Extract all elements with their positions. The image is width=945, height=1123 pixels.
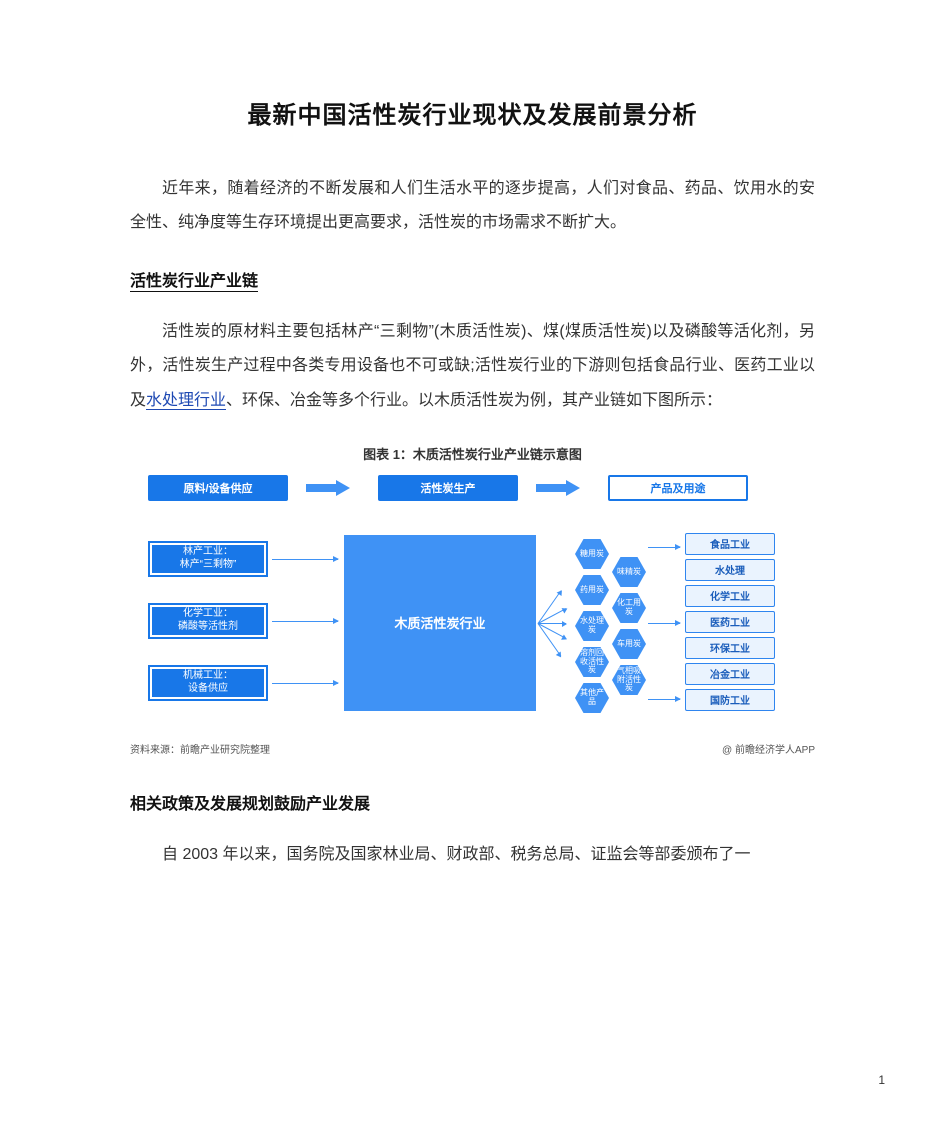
supply-box-chemical: 化学工业： 磷酸等活性剂 xyxy=(148,603,268,639)
diagram-source-row: 资料来源：前瞻产业研究院整理 @ 前瞻经济学人APP xyxy=(130,741,815,756)
hex-car: 车用炭 xyxy=(612,629,646,659)
supply-box-forestry: 林产工业： 林产“三剩物” xyxy=(148,541,268,577)
arrow-icon xyxy=(306,480,352,496)
hex-pharma: 药用炭 xyxy=(575,575,609,605)
diagram-canvas: 原料/设备供应 活性炭生产 产品及用途 林产工业： 林产“三剩物” 化学工业： … xyxy=(130,475,815,735)
app-food: 食品工业 xyxy=(685,533,775,555)
diagram-source-right: @ 前瞻经济学人APP xyxy=(722,741,815,756)
hex-solvent: 溶剂回收活性炭 xyxy=(575,647,609,677)
app-chemical: 化学工业 xyxy=(685,585,775,607)
app-pharma: 医药工业 xyxy=(685,611,775,633)
arrow-icon xyxy=(272,621,338,622)
hex-msg: 味精炭 xyxy=(612,557,646,587)
chain-paragraph-text-b: 、环保、冶金等多个行业。以木质活性炭为例，其产业链如下图所示： xyxy=(226,392,722,409)
section-heading-chain: 活性炭行业产业链 xyxy=(130,267,815,291)
arrow-icon xyxy=(648,623,680,624)
supply-forestry-line1: 林产工业： xyxy=(183,546,233,559)
app-metal: 冶金工业 xyxy=(685,663,775,685)
arrow-icon xyxy=(536,480,582,496)
supply-forestry-line2: 林产“三剩物” xyxy=(180,559,237,572)
page-number: 1 xyxy=(878,1073,885,1087)
page-title: 最新中国活性炭行业现状及发展前景分析 xyxy=(130,95,815,130)
app-water: 水处理 xyxy=(685,559,775,581)
header-production: 活性炭生产 xyxy=(378,475,518,501)
supply-machinery-line1: 机械工业： xyxy=(183,670,233,683)
supply-chemical-line2: 磷酸等活性剂 xyxy=(178,621,238,634)
arrow-icon xyxy=(272,559,338,560)
arrow-burst-icon xyxy=(538,593,568,653)
supply-chemical-line1: 化学工业： xyxy=(183,608,233,621)
diagram-title: 图表 1：木质活性炭行业产业链示意图 xyxy=(130,444,815,463)
supply-machinery-line2: 设备供应 xyxy=(188,683,228,696)
hex-sugar: 糖用炭 xyxy=(575,539,609,569)
diagram-source-left: 资料来源：前瞻产业研究院整理 xyxy=(130,741,270,756)
hex-chem: 化工用炭 xyxy=(612,593,646,623)
hex-gas: 气相吸附活性炭 xyxy=(612,665,646,695)
hex-other: 其他产品 xyxy=(575,683,609,713)
center-industry-block: 木质活性炭行业 xyxy=(344,535,536,711)
intro-paragraph: 近年来，随着经济的不断发展和人们生活水平的逐步提高，人们对食品、药品、饮用水的安… xyxy=(130,172,815,241)
header-supply: 原料/设备供应 xyxy=(148,475,288,501)
arrow-icon xyxy=(272,683,338,684)
arrow-icon xyxy=(648,547,680,548)
app-defense: 国防工业 xyxy=(685,689,775,711)
header-products: 产品及用途 xyxy=(608,475,748,501)
policy-paragraph: 自 2003 年以来，国务院及国家林业局、财政部、税务总局、证监会等部委颁布了一 xyxy=(130,838,815,872)
supply-box-machinery: 机械工业： 设备供应 xyxy=(148,665,268,701)
section-heading-chain-text: 活性炭行业产业链 xyxy=(130,273,258,292)
arrow-icon xyxy=(648,699,680,700)
chain-paragraph: 活性炭的原材料主要包括林产“三剩物”(木质活性炭)、煤(煤质活性炭)以及磷酸等活… xyxy=(130,315,815,418)
industry-chain-diagram: 图表 1：木质活性炭行业产业链示意图 原料/设备供应 活性炭生产 产品及用途 林… xyxy=(130,444,815,756)
app-env: 环保工业 xyxy=(685,637,775,659)
hex-water: 水处理炭 xyxy=(575,611,609,641)
section-heading-policy: 相关政策及发展规划鼓励产业发展 xyxy=(130,790,815,814)
water-treatment-link[interactable]: 水处理行业 xyxy=(146,392,226,410)
